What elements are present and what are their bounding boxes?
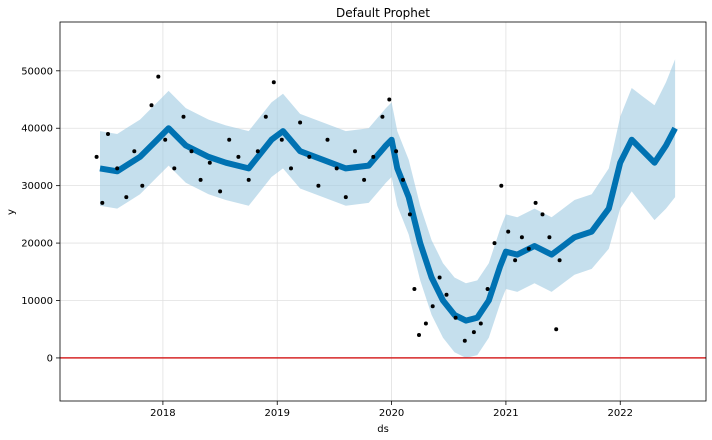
observed-point — [236, 154, 241, 159]
x-tick-label: 2020 — [379, 408, 404, 419]
observed-point — [437, 275, 442, 280]
observed-point — [519, 235, 524, 240]
observed-point — [547, 235, 552, 240]
observed-point — [334, 166, 339, 171]
observed-point — [289, 166, 293, 171]
observed-point — [207, 160, 212, 165]
observed-point — [417, 333, 421, 337]
observed-point — [156, 74, 161, 79]
observed-point — [198, 177, 203, 182]
uncertainty-band — [100, 59, 676, 358]
y-tick-label: 20000 — [21, 239, 53, 250]
observed-point — [181, 114, 186, 119]
observed-point — [140, 183, 145, 188]
observed-point — [115, 166, 120, 171]
observed-point — [526, 246, 531, 251]
observed-point — [485, 287, 490, 291]
observed-point — [554, 327, 559, 332]
observed-point — [430, 304, 435, 309]
observed-point — [271, 80, 276, 85]
observed-point — [316, 183, 321, 188]
x-tick-label: 2022 — [608, 408, 633, 419]
x-axis-label: ds — [377, 424, 389, 435]
forecast-line-group — [99, 125, 678, 324]
observed-point — [453, 315, 458, 320]
observed-point — [218, 189, 223, 194]
observed-point — [132, 149, 137, 154]
observed-points — [94, 74, 562, 343]
observed-point — [189, 149, 194, 154]
observed-point — [423, 321, 428, 326]
forecast-line — [99, 125, 678, 324]
observed-point — [325, 137, 330, 142]
y-tick-label: 40000 — [21, 124, 53, 135]
observed-point — [106, 132, 110, 136]
observed-point — [246, 177, 251, 182]
y-axis-label: y — [6, 209, 17, 215]
observed-point — [362, 177, 367, 182]
plot-frame — [59, 21, 707, 402]
observed-point — [163, 137, 168, 142]
y-tick-label: 10000 — [21, 296, 53, 307]
observed-point — [94, 154, 99, 159]
observed-point — [380, 114, 385, 119]
x-tick-label: 2019 — [265, 408, 290, 419]
y-tick-label: 0 — [47, 353, 53, 364]
observed-point — [100, 200, 105, 205]
observed-point — [471, 330, 476, 335]
observed-point — [172, 166, 177, 171]
observed-point — [298, 120, 303, 125]
y-axis: 0 10000 20000 30000 40000 50000 — [21, 66, 60, 364]
y-tick-label: 50000 — [21, 66, 53, 77]
observed-point — [353, 149, 357, 154]
observed-point — [263, 114, 268, 119]
observed-point — [343, 195, 348, 200]
observed-point — [513, 258, 518, 263]
observed-point — [279, 137, 284, 142]
observed-point — [412, 287, 417, 291]
observed-point — [387, 97, 392, 102]
chart-title: Default Prophet — [336, 6, 430, 20]
observed-point — [227, 137, 232, 142]
observed-point — [533, 200, 538, 205]
y-tick-label: 30000 — [21, 181, 53, 192]
observed-point — [371, 154, 376, 159]
observed-point — [307, 154, 312, 159]
observed-point — [492, 241, 497, 246]
observed-point — [557, 258, 562, 263]
observed-point — [149, 103, 154, 108]
uncertainty-band-area — [100, 59, 676, 358]
observed-point — [255, 149, 260, 154]
observed-point — [540, 212, 545, 217]
observed-point — [444, 292, 449, 297]
observed-point — [401, 177, 405, 182]
x-tick-label: 2021 — [493, 408, 518, 419]
observed-point — [506, 229, 511, 234]
observed-point — [478, 321, 483, 326]
observed-point — [462, 338, 467, 343]
observed-point — [394, 149, 399, 154]
x-tick-label: 2018 — [150, 408, 175, 419]
observed-point — [124, 195, 129, 200]
observed-point — [499, 183, 504, 188]
observed-point — [407, 212, 412, 217]
x-axis: 2018 2019 2020 2021 2022 — [150, 401, 633, 419]
